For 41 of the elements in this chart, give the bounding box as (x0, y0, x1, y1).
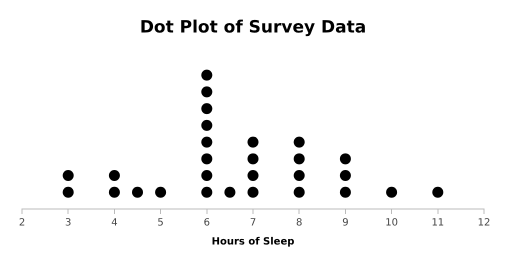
point (294, 136, 305, 148)
x-tick-label: 10 (385, 218, 398, 229)
point (201, 86, 212, 98)
point (340, 153, 351, 164)
x-tick-label: 11 (431, 218, 444, 229)
point (294, 153, 305, 164)
point (432, 186, 444, 198)
point (294, 170, 305, 182)
x-axis-title: Hours of Sleep (212, 236, 294, 248)
point (386, 186, 398, 198)
chart-title: Dot Plot of Survey Data (140, 18, 366, 38)
point (248, 186, 258, 198)
point (248, 170, 258, 182)
x-tick-label: 5 (157, 218, 164, 229)
point (201, 70, 212, 81)
point (108, 186, 120, 198)
point (340, 170, 351, 182)
point (62, 170, 74, 182)
x-tick-label: 6 (204, 218, 210, 229)
point (155, 186, 166, 198)
x-tick-label: 3 (65, 218, 72, 229)
x-tick-label: 8 (296, 218, 302, 229)
point (248, 153, 258, 164)
x-tick-label: 4 (111, 218, 118, 229)
point (224, 186, 236, 198)
x-tick-label: 9 (342, 218, 349, 229)
point (201, 153, 212, 164)
point (108, 170, 120, 182)
point (201, 120, 212, 131)
point (62, 186, 74, 198)
point (201, 186, 212, 198)
x-tick-label: 2 (18, 218, 26, 229)
point (201, 103, 212, 114)
x-tick-label: 7 (250, 218, 256, 229)
point (340, 186, 351, 198)
point (248, 136, 258, 148)
point (201, 170, 212, 182)
x-tick-label: 12 (478, 218, 490, 229)
point (201, 136, 212, 148)
point (294, 186, 305, 198)
point (132, 186, 143, 198)
